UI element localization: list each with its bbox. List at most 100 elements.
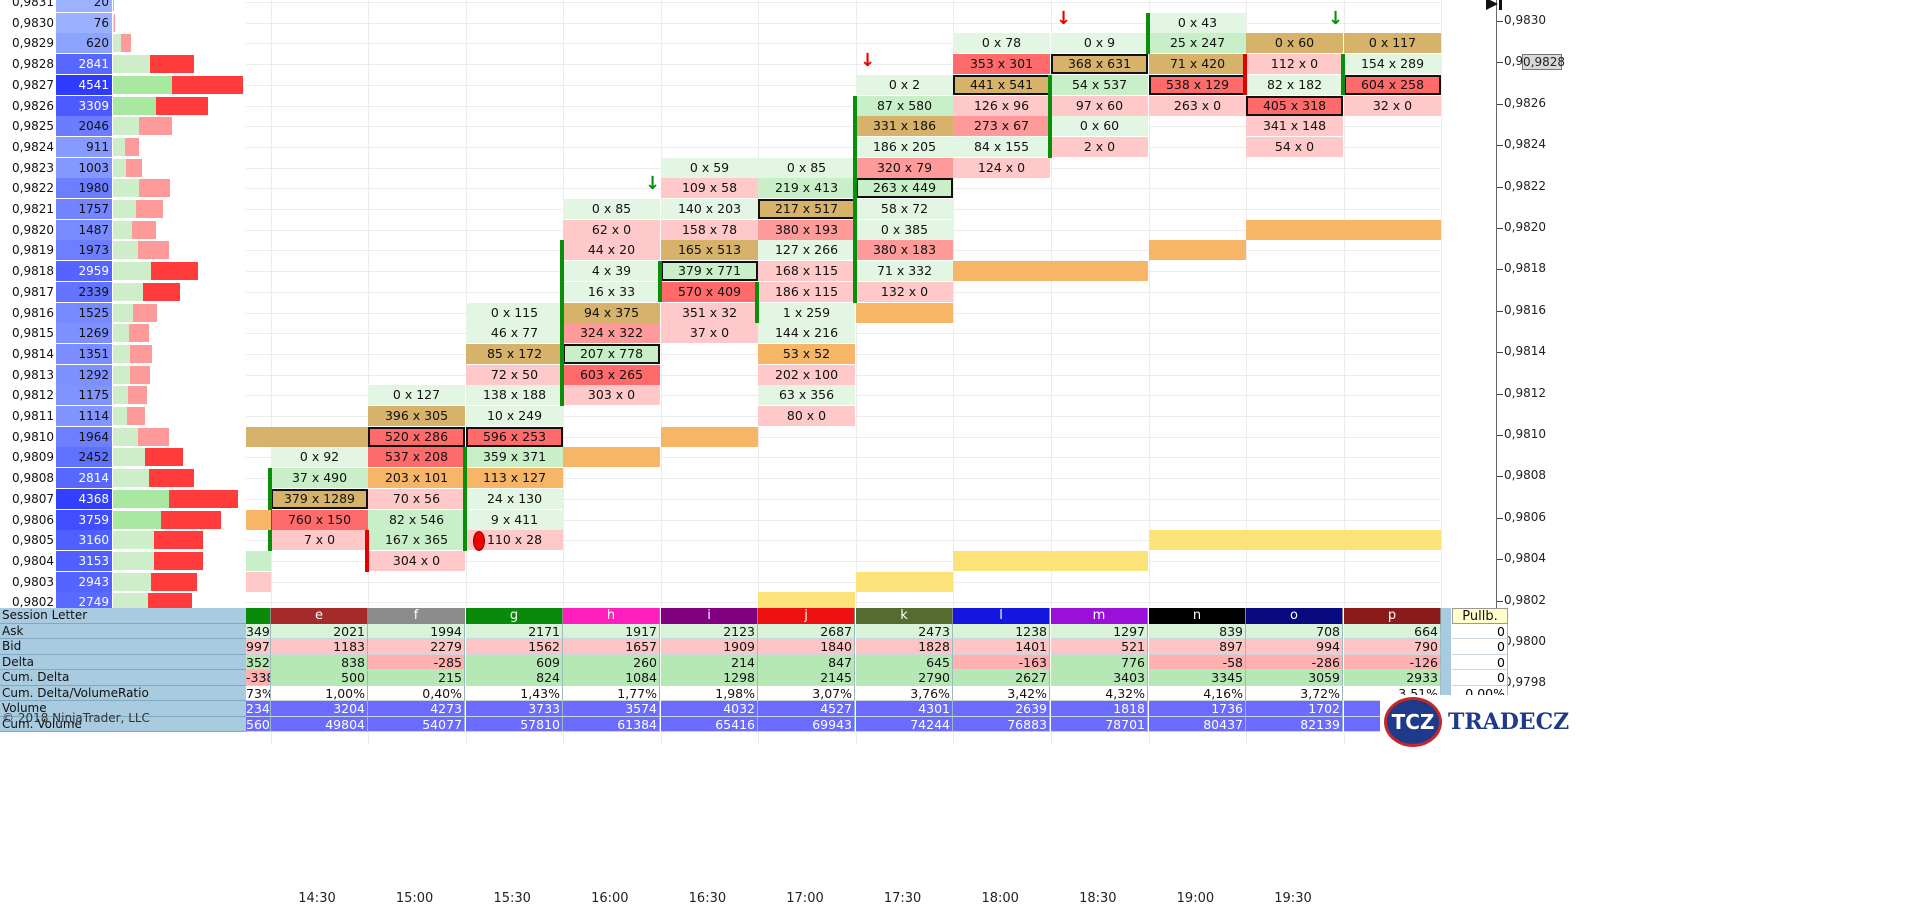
price-label: 0,9825 bbox=[12, 119, 54, 134]
price-axis-label: 0,9830 bbox=[1504, 13, 1546, 27]
volume-at-price: 2943 bbox=[56, 571, 112, 592]
footprint-cell: 219 x 413 bbox=[758, 178, 855, 199]
price-label: 0,9814 bbox=[12, 346, 54, 361]
price-axis-label: 0,9810 bbox=[1504, 427, 1546, 441]
highlight-zone bbox=[1149, 530, 1441, 551]
footprint-cell: 368 x 631 bbox=[1051, 54, 1148, 75]
session-letter-cell: i bbox=[661, 608, 758, 624]
table-cell: 3733 bbox=[466, 701, 563, 717]
price-label: 0,9815 bbox=[12, 326, 54, 341]
profile-ask-bar bbox=[113, 593, 149, 612]
table-cell: 1,43% bbox=[466, 685, 563, 701]
volume-at-price: 1980 bbox=[56, 178, 112, 199]
footprint-cell: 263 x 449 bbox=[856, 178, 953, 199]
footprint-cell: 0 x 78 bbox=[953, 33, 1050, 54]
volume-at-price: 4368 bbox=[56, 488, 112, 509]
profile-ask-bar bbox=[113, 344, 131, 363]
footprint-cell: 0 x 85 bbox=[563, 199, 660, 219]
profile-ask-bar bbox=[113, 55, 150, 74]
profile-bid-bar bbox=[125, 158, 142, 177]
price-label: 0,9804 bbox=[12, 553, 54, 568]
table-cell: 2346 bbox=[246, 701, 271, 717]
session-letter-cell: h bbox=[563, 608, 660, 624]
signal-arrow-icon: ↓ bbox=[645, 173, 661, 194]
session-range-bar bbox=[365, 530, 369, 572]
footprint-cell: 44 x 20 bbox=[563, 240, 660, 261]
price-axis-label: 0,9806 bbox=[1504, 509, 1546, 524]
table-cell: 2627 bbox=[953, 670, 1050, 686]
price-axis-tick bbox=[1497, 103, 1503, 105]
table-cell: 3059 bbox=[1246, 670, 1343, 686]
profile-bid-bar bbox=[169, 489, 239, 508]
price-axis-label: 0,9800 bbox=[1504, 634, 1546, 648]
footprint-cell: 138 x 188 bbox=[466, 385, 563, 406]
table-row-label: Volume bbox=[0, 701, 246, 717]
table-cell: 1084 bbox=[563, 670, 660, 686]
footprint-cell: 126 x 96 bbox=[953, 95, 1050, 116]
price-label: 0,9823 bbox=[12, 160, 54, 175]
table-scroll-strip bbox=[1441, 608, 1451, 732]
profile-bid-bar bbox=[151, 262, 198, 281]
footprint-cell: 207 x 778 bbox=[563, 343, 660, 364]
footprint-cell: 54 x 0 bbox=[1246, 136, 1343, 157]
profile-ask-bar bbox=[113, 510, 162, 529]
grid-line-vertical bbox=[1246, 0, 1247, 745]
volume-at-price: 1487 bbox=[56, 219, 112, 240]
pullback-cell: 0 bbox=[1452, 654, 1508, 670]
footprint-cell: 97 x 60 bbox=[1051, 95, 1148, 116]
price-axis-label: 0,9802 bbox=[1504, 592, 1546, 607]
table-cell: 74244 bbox=[856, 716, 953, 732]
profile-ask-bar bbox=[113, 365, 130, 384]
profile-ask-bar bbox=[113, 34, 121, 53]
highlight-zone bbox=[856, 571, 953, 592]
table-cell: 664 bbox=[1344, 623, 1441, 639]
table-cell: 2933 bbox=[1344, 670, 1441, 686]
scroll-to-end-icon[interactable] bbox=[1486, 0, 1504, 10]
grid-line-horizontal bbox=[246, 478, 1440, 480]
table-cell: 838 bbox=[271, 654, 368, 670]
table-cell: 3204 bbox=[271, 701, 368, 717]
footprint-cell: 127 x 266 bbox=[758, 240, 855, 261]
footprint-cell: 0 x 85 bbox=[758, 157, 855, 178]
grid-line-vertical bbox=[368, 0, 369, 745]
profile-bid-bar bbox=[138, 427, 170, 446]
price-axis[interactable]: 0,9830 0,9828 0,9826 0,9824 0,9822 0,9820 0,98… bbox=[1440, 0, 1907, 745]
table-cell: 2639 bbox=[953, 701, 1050, 717]
footprint-cell: 596 x 253 bbox=[466, 426, 563, 447]
table-cell: 78701 bbox=[1051, 716, 1148, 732]
profile-bid-bar bbox=[149, 469, 194, 488]
volume-at-price: 1269 bbox=[56, 323, 112, 344]
table-cell: 897 bbox=[1149, 639, 1246, 655]
footprint-cell: 351 x 32 bbox=[661, 302, 758, 323]
highlight-zone bbox=[856, 302, 953, 323]
price-label: 0,9813 bbox=[12, 367, 54, 382]
table-cell: 3,07% bbox=[758, 685, 855, 701]
footprint-cell: 0 x 9 bbox=[1051, 33, 1148, 54]
table-cell: 2790 bbox=[856, 670, 953, 686]
session-letter-cell bbox=[246, 608, 271, 624]
footprint-cell: 570 x 409 bbox=[661, 281, 758, 302]
highlight-zone bbox=[1246, 219, 1441, 240]
time-axis-label: 17:30 bbox=[883, 891, 922, 906]
footprint-cell: 109 x 58 bbox=[661, 178, 758, 199]
price-axis-tick bbox=[1497, 435, 1503, 436]
time-axis[interactable]: 14:30 15:00 15:30 16:00 16:30 17:00 17:30 18:00… bbox=[0, 880, 1440, 911]
footprint-cell: 1 x 259 bbox=[758, 302, 855, 323]
bar-marker-dot-icon bbox=[473, 531, 485, 552]
tcz-badge-icon: TCZ bbox=[1384, 697, 1442, 747]
profile-ask-bar bbox=[113, 551, 154, 570]
price-axis-tick bbox=[1497, 393, 1503, 395]
table-cell: 2687 bbox=[758, 623, 855, 639]
profile-bid-bar bbox=[144, 448, 184, 467]
price-axis-tick bbox=[1497, 62, 1503, 64]
volume-at-price: 3160 bbox=[56, 530, 112, 551]
footprint-cell: 353 x 301 bbox=[953, 54, 1050, 75]
volume-at-price: 620 bbox=[56, 33, 112, 54]
price-label: 0,9829 bbox=[12, 36, 54, 51]
profile-ask-bar bbox=[113, 489, 170, 508]
footprint-cell: 87 x 580 bbox=[856, 95, 953, 116]
volume-at-price: 3759 bbox=[56, 509, 112, 530]
table-row-label: Bid bbox=[0, 639, 246, 655]
volume-at-price: 1114 bbox=[56, 406, 112, 426]
table-cell: 847 bbox=[758, 654, 855, 670]
